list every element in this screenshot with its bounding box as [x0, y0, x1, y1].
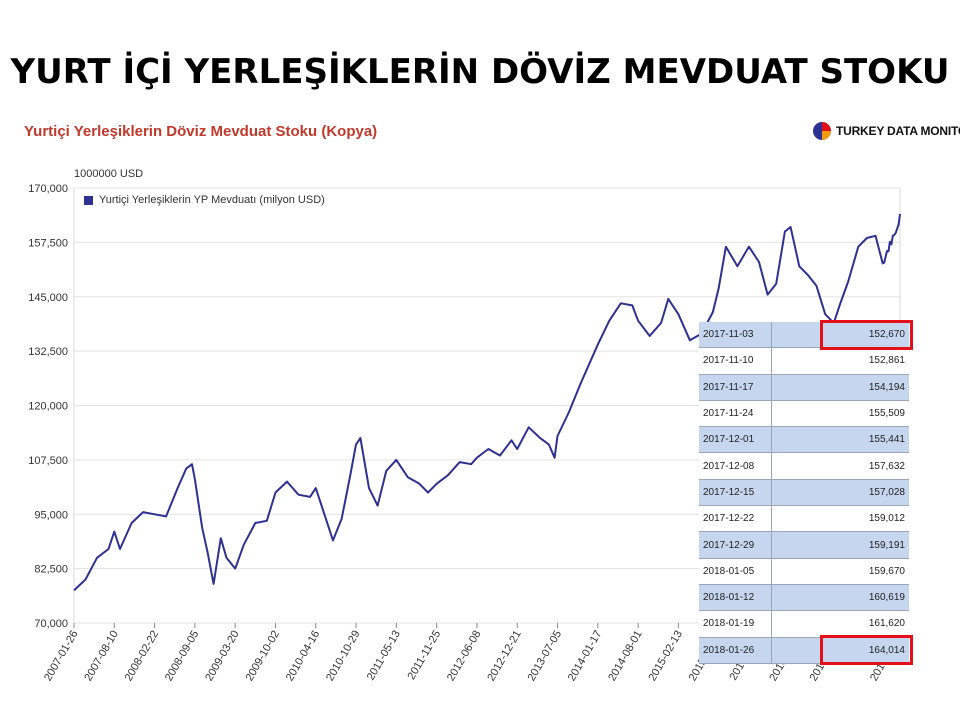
- table-row: 2017-12-08 157,632: [699, 452, 909, 480]
- table-row: 2017-11-17 154,194: [699, 374, 909, 401]
- y-axis-unit-label: 1000000 USD: [74, 168, 144, 180]
- y-tick-label: 145,000: [28, 292, 68, 304]
- table-date-cell: 2018-01-05: [699, 558, 772, 585]
- table-date-cell: 2017-12-29: [699, 531, 772, 559]
- table-row: 2017-12-15 157,028: [699, 479, 909, 507]
- table-value-cell: 159,670: [771, 558, 909, 585]
- table-value-cell: 157,028: [771, 479, 909, 507]
- series-line: [73, 213, 901, 592]
- table-value-cell: 160,619: [771, 584, 909, 612]
- table-row: 2017-11-24 155,509: [699, 400, 909, 428]
- x-tick-label: 2014-08-01: [606, 629, 645, 684]
- y-tick-label: 107,500: [28, 455, 68, 467]
- x-tick-label: 2008-02-22: [123, 629, 162, 684]
- table-row: 2018-01-05 159,670: [699, 558, 909, 585]
- table-date-cell: 2018-01-19: [699, 610, 772, 638]
- turkey-data-monitor-logo-icon: [813, 122, 831, 140]
- table-date-cell: 2017-11-24: [699, 400, 772, 428]
- table-value-cell: 152,670: [771, 322, 909, 349]
- table-date-cell: 2017-11-03: [699, 322, 772, 349]
- x-tick-label: 2009-10-02: [244, 629, 283, 684]
- table-value-cell: 155,509: [771, 400, 909, 428]
- table-value-cell: 161,620: [771, 610, 909, 638]
- table-date-cell: 2018-01-12: [699, 584, 772, 612]
- table-date-cell: 2017-12-01: [699, 426, 772, 454]
- legend-label: Yurtiçi Yerleşiklerin YP Mevduatı (milyo…: [99, 194, 325, 206]
- y-tick-label: 120,000: [28, 401, 68, 413]
- x-tick-label: 2012-12-21: [485, 629, 524, 684]
- x-tick-label: 2013-07-05: [526, 629, 565, 684]
- x-tick-label: 2010-04-16: [284, 629, 323, 684]
- table-row: 2017-12-22 159,012: [699, 505, 909, 533]
- table-row: 2017-11-10 152,861: [699, 347, 909, 375]
- table-value-cell: 164,014: [771, 637, 909, 664]
- x-tick-label: 2007-01-26: [42, 629, 81, 684]
- x-tick-label: 2011-05-13: [365, 629, 403, 683]
- x-tick-label: 2015-02-13: [646, 629, 685, 684]
- brand-name: TURKEY DATA MONITOR: [836, 124, 960, 138]
- brand: TURKEY DATA MONITOR: [812, 120, 960, 142]
- table-row: 2017-11-03 152,670: [699, 322, 909, 349]
- table-value-cell: 159,191: [771, 531, 909, 559]
- y-tick-label: 95,000: [34, 509, 68, 521]
- y-tick-label: 170,000: [28, 183, 68, 195]
- y-tick-label: 157,500: [28, 237, 68, 249]
- data-table: 2017-11-03 152,670 2017-11-10 152,861 2017-1…: [699, 322, 909, 664]
- y-tick-label: 82,500: [34, 564, 68, 576]
- table-row: 2018-01-12 160,619: [699, 584, 909, 612]
- table-value-cell: 155,441: [771, 426, 909, 454]
- table-date-cell: 2017-12-08: [699, 452, 772, 480]
- table-row: 2018-01-19 161,620: [699, 610, 909, 638]
- table-date-cell: 2017-12-15: [699, 479, 772, 507]
- x-tick-label: 2012-06-08: [445, 629, 484, 684]
- table-value-cell: 157,632: [771, 452, 909, 480]
- table-row: 2018-01-26 164,014: [699, 637, 909, 664]
- y-tick-label: 70,000: [34, 618, 68, 630]
- legend-swatch: [84, 195, 93, 205]
- table-date-cell: 2017-11-17: [699, 374, 772, 401]
- table-row: 2017-12-29 159,191: [699, 531, 909, 559]
- table-value-cell: 159,012: [771, 505, 909, 533]
- x-tick-label: 2008-09-05: [163, 629, 202, 684]
- chart-legend: Yurtiçi Yerleşiklerin YP Mevduatı (milyo…: [84, 194, 325, 206]
- table-value-cell: 154,194: [771, 374, 909, 401]
- x-tick-label: 2011-11-25: [406, 629, 444, 682]
- slide-title: YURT İÇİ YERLEŞİKLERİN DÖVİZ MEVDUAT STO…: [10, 52, 950, 92]
- table-date-cell: 2017-12-22: [699, 505, 772, 533]
- x-tick-label: 2014-01-17: [566, 629, 605, 684]
- highlight-box: [819, 635, 913, 666]
- table-date-cell: 2017-11-10: [699, 347, 772, 375]
- table-row: 2017-12-01 155,441: [699, 426, 909, 454]
- table-date-cell: 2018-01-26: [699, 637, 772, 664]
- x-tick-label: 2009-03-20: [203, 629, 242, 684]
- table-value-cell: 152,861: [771, 347, 909, 375]
- highlight-box: [819, 320, 913, 350]
- y-tick-label: 132,500: [28, 346, 68, 358]
- x-tick-label: 2010-10-29: [324, 629, 363, 684]
- x-tick-label: 2007-08-10: [82, 629, 121, 684]
- chart-title: Yurtiçi Yerleşiklerin Döviz Mevduat Stok…: [24, 123, 378, 140]
